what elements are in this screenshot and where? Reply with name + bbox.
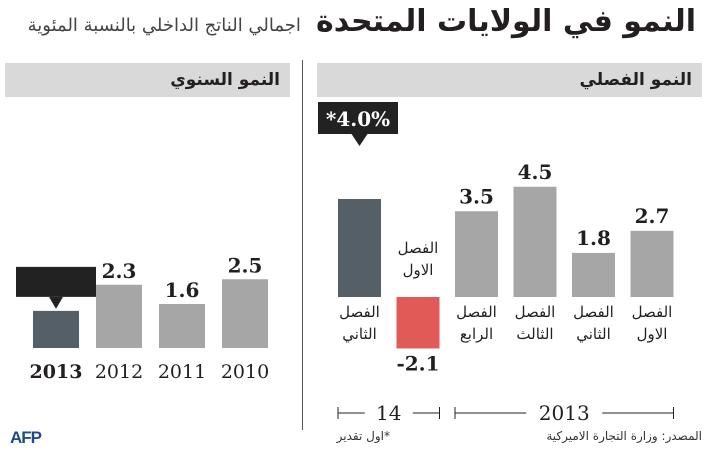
annual-value-label: 2.3 <box>102 259 137 283</box>
quarter-value-label: -2.1 <box>396 351 439 375</box>
annual-year-label: 2011 <box>158 361 206 383</box>
annual-bar-2012 <box>96 284 142 348</box>
annual-bar-2010 <box>222 279 268 348</box>
quarterly-growth-chart: *4.0% الفصل الثاني -2.1 الفصل الاول 3.5 الفصل ال… <box>318 102 674 425</box>
group-label: 14 <box>376 401 401 425</box>
title-row: النمو في الولايات المتحدة اجمالي الناتج … <box>10 4 696 50</box>
quarter-category-label: الفصل <box>632 303 673 321</box>
quarter-category-label: الفصل <box>398 239 439 257</box>
annual-value-label: 2.5 <box>228 253 263 277</box>
quarter-bar-5 <box>630 230 674 297</box>
annual-callout-pointer <box>49 296 63 309</box>
group-label: 2013 <box>539 401 590 425</box>
annual-bar-2011 <box>159 304 205 348</box>
quarter-bar-3 <box>513 186 557 297</box>
quarter-callout-label: *4.0% <box>326 107 390 131</box>
quarter-category-label: الثالث <box>516 325 553 343</box>
annual-callout-box <box>16 266 96 297</box>
quarter-callout-pointer <box>351 134 368 146</box>
quarter-bar-4 <box>572 252 615 297</box>
footnote: *اول تقدير <box>336 429 390 443</box>
quarter-category-label: الثاني <box>342 325 377 343</box>
quarter-category-label: الفصل <box>573 303 614 321</box>
quarter-category-label: الفصل <box>515 303 556 321</box>
quarter-bar-1 <box>396 297 440 349</box>
annual-year-label: 2010 <box>221 361 269 383</box>
quarter-category-label: الفصل <box>456 303 497 321</box>
chart-subtitle: اجمالي الناتج الداخلي بالنسبة المئوية <box>27 15 301 36</box>
quarter-bar-2 <box>455 211 498 297</box>
quarterly-panel-header: النمو الفصلي <box>317 63 702 97</box>
quarter-category-label: الاول <box>637 325 668 343</box>
quarter-value-label: 2.7 <box>635 204 670 228</box>
afp-logo: AFP <box>10 428 42 447</box>
quarter-value-label: 3.5 <box>459 184 494 208</box>
quarter-category-label: الفصل <box>339 303 380 321</box>
panel-divider <box>302 60 303 430</box>
annual-year-label: 2012 <box>95 361 143 383</box>
quarter-bar-0 <box>338 199 381 297</box>
source-note: المصدر: وزارة التجارة الاميركية <box>546 429 702 443</box>
quarter-value-label: 1.8 <box>576 226 611 250</box>
quarter-category-label: الثاني <box>576 325 611 343</box>
quarter-category-label: الاول <box>403 261 434 279</box>
chart-title: النمو في الولايات المتحدة <box>316 4 696 39</box>
quarter-value-label: 4.5 <box>518 160 553 184</box>
annual-panel-header: النمو السنوي <box>5 63 290 97</box>
quarter-category-label: الرابع <box>460 325 493 343</box>
annual-value-label: 1.6 <box>165 278 200 302</box>
annual-bar-2013 <box>33 310 79 348</box>
annual-year-label: 2013 <box>30 361 83 383</box>
quarter-callout-box <box>318 102 398 134</box>
annual-growth-chart: 2013 2.3 2012 1.6 2011 2.5 2010 <box>16 253 269 383</box>
